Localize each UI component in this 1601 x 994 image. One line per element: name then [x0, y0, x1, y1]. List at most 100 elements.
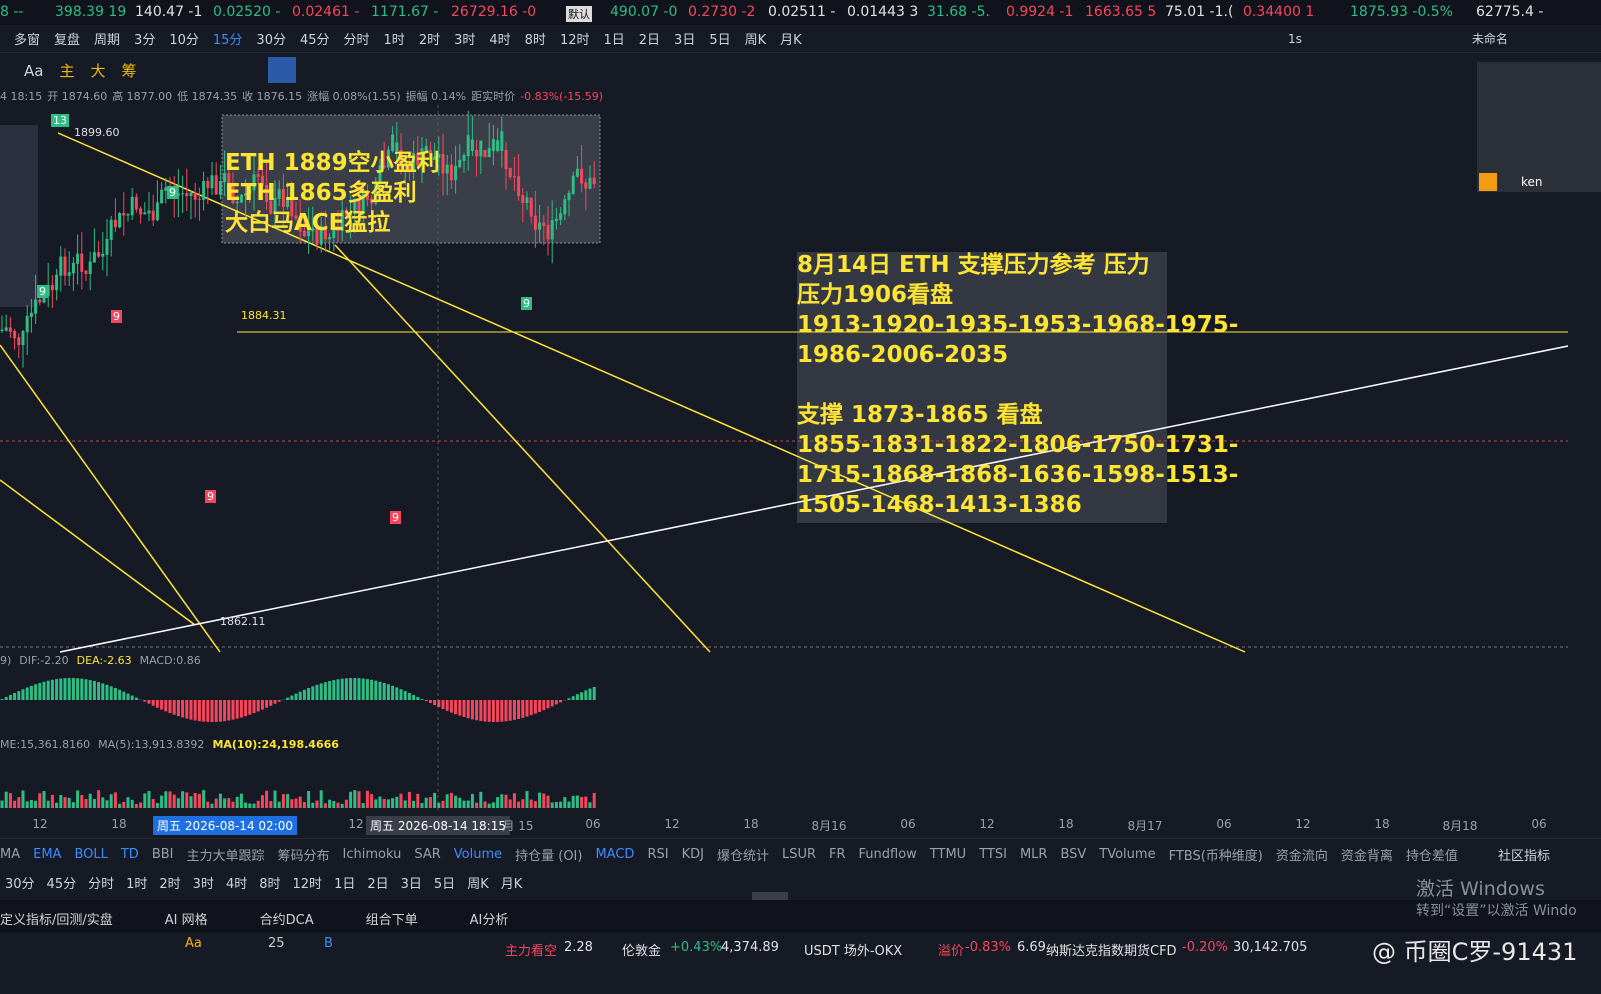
tool-button[interactable]: 大 — [90, 62, 106, 80]
candle — [122, 213, 126, 216]
timeframe-button[interactable]: 2时 — [159, 877, 181, 892]
bottom-tab[interactable]: AI 网格 — [164, 913, 208, 928]
indicator-tab[interactable]: MACD — [595, 847, 635, 862]
indicator-tab[interactable]: FTBS(币种维度) — [1168, 849, 1263, 864]
tool-button[interactable]: 筹 — [121, 62, 137, 80]
macd-bar — [0, 699, 4, 700]
candle — [391, 134, 395, 151]
timeframe-button[interactable]: 月K — [500, 877, 523, 892]
macd-bar — [521, 700, 525, 718]
indicator-tab[interactable]: MA — [0, 847, 21, 862]
indicator-tab[interactable]: TTSI — [979, 847, 1007, 862]
timeframe-button[interactable]: 45分 — [46, 877, 77, 892]
period-button[interactable]: 1时 — [383, 33, 405, 48]
candle — [559, 213, 563, 220]
period-button[interactable]: 30分 — [256, 33, 286, 48]
timeframe-button[interactable]: 周K — [467, 877, 489, 892]
indicator-tab[interactable]: BSV — [1060, 847, 1087, 862]
indicator-tab[interactable]: Volume — [453, 847, 503, 862]
ohlc-item: 距实时价 — [471, 90, 516, 103]
timeframe-button[interactable]: 3时 — [192, 877, 214, 892]
timeframe-button[interactable]: 12时 — [292, 877, 323, 892]
candle — [592, 177, 596, 185]
macd-bar — [458, 700, 462, 716]
period-button[interactable]: 5日 — [709, 33, 731, 48]
indicator-tab[interactable]: KDJ — [681, 847, 704, 862]
tool-button[interactable]: 主 — [59, 62, 75, 80]
bottom-tab[interactable]: 定义指标/回测/实盘 — [0, 913, 113, 928]
volume-bar — [508, 799, 512, 808]
indicator-tab[interactable]: TD — [120, 847, 139, 862]
indicator-tab[interactable]: 持仓量 (OI) — [515, 849, 583, 864]
indicator-tab[interactable]: SAR — [414, 847, 441, 862]
period-button[interactable]: 月K — [780, 33, 802, 48]
timeframe-button[interactable]: 1时 — [126, 877, 148, 892]
timeframe-button[interactable]: 1日 — [334, 877, 356, 892]
indicator-tab[interactable]: FR — [829, 847, 846, 862]
timeframe-button[interactable]: 2日 — [367, 877, 389, 892]
period-button[interactable]: 周K — [744, 33, 767, 48]
candle — [97, 252, 101, 257]
period-button[interactable]: 分时 — [343, 33, 370, 48]
indicator-tab[interactable]: 持仓差值 — [1405, 849, 1458, 864]
macd-bar — [168, 700, 172, 714]
indicator-tab[interactable]: 筹码分布 — [277, 849, 330, 864]
candle — [512, 176, 516, 178]
indicator-tab[interactable]: EMA — [33, 847, 62, 862]
period-button[interactable]: 2日 — [638, 33, 661, 48]
period-button[interactable]: 10分 — [169, 33, 199, 48]
ticker-badge: 默认 — [566, 6, 592, 22]
indicator-tab[interactable]: RSI — [647, 847, 669, 862]
indicator-tab[interactable]: BBI — [151, 847, 174, 862]
bottom-tab[interactable]: AI分析 — [469, 913, 509, 928]
period-button[interactable]: 3日 — [674, 33, 696, 48]
period-button[interactable]: 周期 — [94, 33, 121, 48]
period-button[interactable]: 3时 — [454, 33, 476, 48]
period-button[interactable]: 45分 — [299, 33, 330, 48]
macd-bar — [17, 691, 21, 700]
bottom-tab[interactable]: 合约DCA — [259, 913, 314, 928]
period-button[interactable]: 复盘 — [54, 33, 81, 48]
timeframe-button[interactable]: 5日 — [433, 877, 456, 892]
timeframe-button[interactable]: 4时 — [225, 877, 248, 892]
period-button[interactable]: 4时 — [489, 33, 511, 48]
macd-bar — [559, 700, 563, 703]
timeframe-button[interactable]: 分时 — [88, 877, 115, 892]
period-button[interactable]: 3分 — [134, 33, 156, 48]
volume-bar — [332, 800, 336, 808]
indicator-tab[interactable]: Ichimoku — [342, 847, 402, 862]
indicator-tab[interactable]: 主力大单跟踪 — [186, 849, 265, 864]
indicator-tab[interactable]: LSUR — [781, 847, 816, 862]
indicator-tab[interactable]: 资金流向 — [1275, 849, 1328, 864]
tool-button[interactable]: Aa — [24, 61, 44, 80]
period-button[interactable]: 15分 — [212, 33, 243, 48]
indicator-tab[interactable]: TTMU — [929, 847, 967, 862]
indicator-tab[interactable]: BOLL — [74, 847, 108, 862]
ticker-item: 0.02520 - — [213, 4, 281, 20]
candle — [235, 201, 239, 204]
bottom-tab[interactable]: 组合下单 — [365, 913, 418, 928]
candle — [155, 202, 159, 221]
period-button[interactable]: 多窗 — [14, 33, 41, 48]
volume-bar — [160, 795, 164, 808]
period-button[interactable]: 12时 — [559, 33, 590, 48]
macd-bar — [311, 686, 315, 700]
indicator-tab[interactable]: 资金背离 — [1340, 849, 1393, 864]
volume-bar — [172, 794, 176, 808]
candle — [92, 252, 96, 263]
volume-bar — [424, 797, 428, 808]
timeframe-button[interactable]: 8时 — [259, 877, 281, 892]
volume-bar — [143, 793, 147, 808]
x-axis-label: 06 — [900, 817, 916, 831]
annotation-text: ETH 1865多盈利 — [225, 180, 417, 206]
candle — [46, 285, 50, 297]
period-button[interactable]: 2时 — [418, 33, 441, 48]
period-button[interactable]: 1日 — [603, 33, 625, 48]
indicator-tab[interactable]: MLR — [1019, 847, 1048, 862]
indicator-tab[interactable]: TVolume — [1099, 847, 1156, 862]
period-button[interactable]: 8时 — [524, 33, 546, 48]
timeframe-button[interactable]: 30分 — [5, 877, 35, 892]
indicator-tab[interactable]: 爆仓统计 — [716, 849, 769, 864]
timeframe-button[interactable]: 3日 — [400, 877, 422, 892]
indicator-tab[interactable]: Fundflow — [858, 847, 917, 862]
